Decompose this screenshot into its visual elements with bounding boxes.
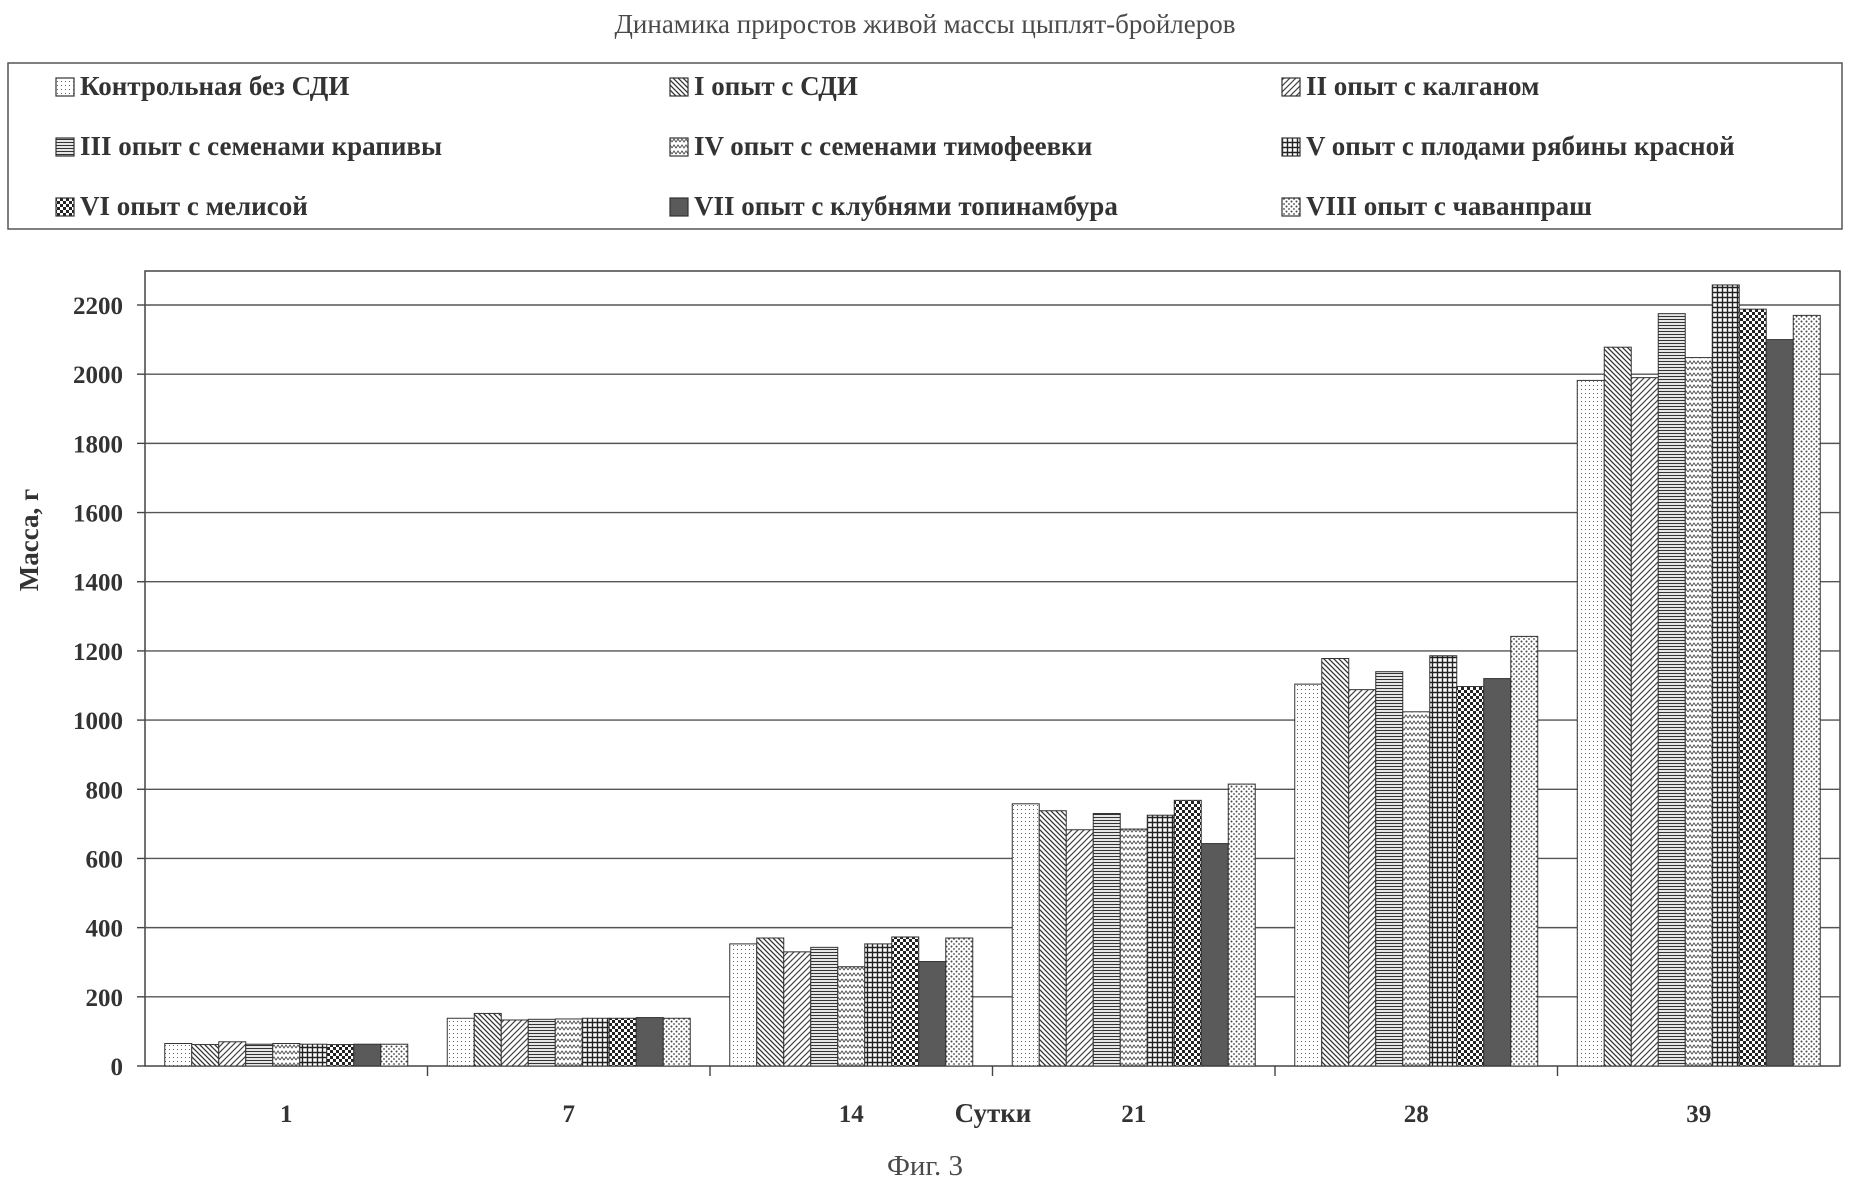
bar-7-39	[1738, 308, 1767, 1067]
x-axis-label: Сутки	[955, 1098, 1032, 1128]
bar-2-1	[191, 1044, 220, 1067]
bar-4-39	[1657, 313, 1686, 1067]
bar-7-7	[608, 1017, 637, 1067]
bar-4-7	[527, 1018, 556, 1067]
bar-8-1	[353, 1043, 382, 1067]
bar-6-14	[864, 943, 893, 1067]
legend-label: II опыт с калганом	[1306, 71, 1539, 101]
legend-swatch	[55, 137, 75, 157]
y-axis-label: Масса, г	[14, 489, 44, 592]
legend-label: IV опыт с семенами тимофеевки	[694, 131, 1092, 161]
bar-3-39	[1630, 377, 1659, 1067]
legend: Контрольная без СДИ I опыт с СДИ II опыт с…	[55, 71, 1735, 221]
y-tick-label: 2200	[73, 293, 123, 320]
bar-9-28	[1510, 635, 1539, 1067]
bar-4-14	[810, 946, 839, 1067]
legend-swatch	[669, 137, 689, 157]
legend-label: VIII опыт с чаванпраш	[1306, 191, 1592, 221]
legend-label: I опыт с СДИ	[694, 71, 858, 101]
y-tick-label: 0	[111, 1054, 124, 1081]
bar-2-28	[1321, 658, 1350, 1067]
bar-9-1	[380, 1043, 409, 1067]
bar-1-21	[1011, 803, 1040, 1067]
y-tick-label: 1800	[73, 431, 123, 458]
bar-5-1	[272, 1043, 301, 1067]
legend-swatch	[669, 77, 689, 97]
y-tick-label: 1200	[73, 639, 123, 666]
x-tick-label: 28	[1404, 1101, 1429, 1128]
bar-2-7	[473, 1012, 502, 1067]
bar-4-28	[1375, 671, 1404, 1067]
bar-8-21	[1200, 843, 1229, 1067]
bar-5-28	[1402, 711, 1431, 1067]
bar-3-28	[1348, 689, 1377, 1067]
bar-8-28	[1483, 678, 1512, 1067]
bar-2-14	[756, 937, 785, 1067]
bar-8-39	[1765, 339, 1794, 1067]
bar-3-1	[218, 1041, 247, 1067]
bar-1-1	[164, 1043, 193, 1067]
y-tick-label: 400	[86, 916, 124, 943]
figure-caption: Фиг. 3	[887, 1150, 963, 1182]
legend-swatch	[55, 197, 75, 217]
bar-8-7	[635, 1017, 664, 1067]
legend-label: Контрольная без СДИ	[80, 71, 349, 101]
bar-3-7	[500, 1019, 529, 1067]
chart-title: Динамика приростов живой массы цыплят-бр…	[615, 9, 1236, 39]
y-tick-label: 1600	[73, 501, 123, 528]
legend-label: III опыт с семенами крапивы	[80, 131, 442, 161]
bar-3-21	[1065, 829, 1094, 1067]
bar-3-14	[783, 951, 812, 1067]
bar-9-14	[945, 937, 974, 1067]
bar-2-39	[1603, 346, 1632, 1067]
bar-8-14	[918, 961, 947, 1067]
bar-7-21	[1173, 799, 1202, 1067]
bar-4-1	[245, 1043, 274, 1067]
plot-area: 0 200 400 600 800 1000 1200 1400 1600 1800 2000 220…	[73, 270, 1841, 1128]
legend-swatch	[669, 197, 689, 217]
legend-swatch	[1281, 77, 1301, 97]
bar-7-28	[1456, 686, 1485, 1067]
legend-swatch	[1281, 197, 1301, 217]
bar-5-21	[1119, 828, 1148, 1067]
bar-1-7	[446, 1017, 475, 1067]
bar-6-39	[1711, 284, 1740, 1067]
bar-1-14	[729, 943, 758, 1067]
y-tick-label: 1400	[73, 570, 123, 597]
legend-swatch	[55, 77, 75, 97]
bar-9-7	[662, 1017, 691, 1067]
x-tick-label: 21	[1121, 1101, 1146, 1128]
legend-label: V опыт с плодами рябины красной	[1306, 131, 1735, 161]
bar-6-7	[581, 1017, 610, 1067]
y-tick-label: 1000	[73, 708, 123, 735]
bar-5-7	[554, 1018, 583, 1067]
legend-label: VII опыт с клубнями топинамбура	[694, 191, 1118, 221]
bar-7-14	[891, 936, 920, 1067]
bar-7-1	[326, 1044, 355, 1067]
bar-6-28	[1429, 655, 1458, 1067]
bar-5-14	[837, 966, 866, 1067]
x-tick-label: 1	[280, 1101, 293, 1128]
y-tick-label: 600	[86, 846, 124, 873]
legend-box	[7, 62, 1843, 230]
legend-label: VI опыт с мелисой	[80, 191, 308, 221]
bar-9-39	[1792, 314, 1821, 1067]
legend-swatch	[1281, 137, 1301, 157]
x-tick-label: 14	[839, 1101, 865, 1128]
bar-5-39	[1684, 357, 1713, 1067]
bar-6-1	[299, 1043, 328, 1067]
bar-1-39	[1576, 379, 1605, 1067]
x-tick-label: 39	[1686, 1101, 1711, 1128]
bar-1-28	[1294, 683, 1323, 1067]
bar-9-21	[1227, 783, 1256, 1067]
y-tick-label: 2000	[73, 362, 123, 389]
bar-6-21	[1146, 814, 1175, 1067]
bar-4-21	[1092, 812, 1121, 1067]
y-tick-label: 800	[86, 777, 124, 804]
x-tick-label: 7	[563, 1101, 576, 1128]
y-tick-label: 200	[86, 985, 124, 1012]
bar-2-21	[1038, 810, 1067, 1067]
